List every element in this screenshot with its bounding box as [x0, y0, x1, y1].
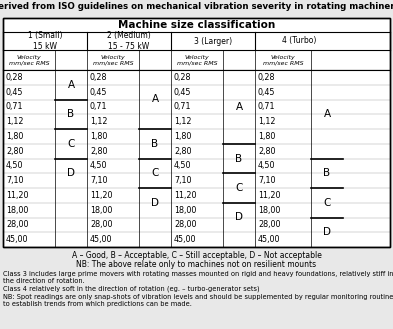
Text: 18,00: 18,00 [258, 206, 280, 215]
Text: NB: Spot readings are only snap-shots of vibration levels and should be suppleme: NB: Spot readings are only snap-shots of… [3, 294, 393, 307]
Text: D: D [323, 227, 331, 237]
Text: 45,00: 45,00 [90, 235, 112, 244]
Text: A: A [68, 80, 75, 90]
Text: 3 (Larger): 3 (Larger) [194, 37, 232, 45]
Text: 0,45: 0,45 [6, 88, 24, 97]
Text: C: C [151, 168, 159, 178]
Text: 0,71: 0,71 [6, 102, 24, 112]
Text: 4,50: 4,50 [90, 162, 108, 170]
Text: 0,45: 0,45 [174, 88, 191, 97]
Text: B: B [235, 154, 242, 164]
Text: 2,80: 2,80 [174, 147, 191, 156]
Text: D: D [235, 213, 243, 222]
Text: C: C [67, 139, 75, 149]
Text: 11,20: 11,20 [6, 191, 29, 200]
Text: 4,50: 4,50 [258, 162, 275, 170]
Text: B: B [323, 168, 331, 178]
Text: C: C [323, 198, 331, 208]
Text: 2 (Medium)
15 - 75 kW: 2 (Medium) 15 - 75 kW [107, 31, 151, 51]
Text: D: D [67, 168, 75, 178]
Text: A: A [323, 109, 331, 119]
Text: 7,10: 7,10 [258, 176, 275, 185]
Text: 0,28: 0,28 [6, 73, 24, 82]
Text: 28,00: 28,00 [174, 220, 196, 229]
Text: 4,50: 4,50 [6, 162, 24, 170]
Text: A: A [235, 102, 242, 112]
Text: NB: The above relate only to machines not on resilient mounts: NB: The above relate only to machines no… [76, 260, 317, 269]
Text: 45,00: 45,00 [6, 235, 29, 244]
Text: Velocity
mm/sec RMS: Velocity mm/sec RMS [93, 55, 133, 65]
Text: 28,00: 28,00 [6, 220, 29, 229]
Text: Velocity
mm/sec RMS: Velocity mm/sec RMS [263, 55, 303, 65]
Text: 1,12: 1,12 [6, 117, 24, 126]
Text: 0,71: 0,71 [258, 102, 275, 112]
Text: 2,80: 2,80 [6, 147, 24, 156]
Text: 4,50: 4,50 [174, 162, 191, 170]
Text: D: D [151, 198, 159, 208]
Text: Class 3 includes large prime movers with rotating masses mounted on rigid and he: Class 3 includes large prime movers with… [3, 271, 393, 291]
Text: 0,71: 0,71 [174, 102, 191, 112]
Text: 1,80: 1,80 [6, 132, 23, 141]
Text: 1,12: 1,12 [258, 117, 275, 126]
Text: 1,80: 1,80 [174, 132, 191, 141]
Text: 0,45: 0,45 [258, 88, 275, 97]
Text: 1,80: 1,80 [258, 132, 275, 141]
Text: B: B [68, 109, 75, 119]
Text: 18,00: 18,00 [174, 206, 196, 215]
Text: B: B [151, 139, 158, 149]
Text: 1 (Small)
15 kW: 1 (Small) 15 kW [28, 31, 62, 51]
Text: 2,80: 2,80 [90, 147, 108, 156]
Text: 7,10: 7,10 [6, 176, 24, 185]
Text: 2,80: 2,80 [258, 147, 275, 156]
Text: Derived from ISO guidelines on mechanical vibration severity in rotating machine: Derived from ISO guidelines on mechanica… [0, 2, 393, 11]
Text: A: A [151, 94, 158, 105]
Text: 11,20: 11,20 [90, 191, 112, 200]
Text: 0,45: 0,45 [90, 88, 108, 97]
Text: 1,80: 1,80 [90, 132, 107, 141]
Text: 0,28: 0,28 [174, 73, 191, 82]
Text: 1,12: 1,12 [174, 117, 191, 126]
Text: 28,00: 28,00 [258, 220, 281, 229]
Text: 11,20: 11,20 [258, 191, 281, 200]
Text: 11,20: 11,20 [174, 191, 196, 200]
Text: 0,71: 0,71 [90, 102, 108, 112]
Text: 28,00: 28,00 [90, 220, 112, 229]
Text: 7,10: 7,10 [174, 176, 191, 185]
Text: Machine size classification: Machine size classification [118, 20, 275, 30]
Text: C: C [235, 183, 243, 193]
FancyBboxPatch shape [3, 18, 390, 247]
Text: Velocity
mm/sec RMS: Velocity mm/sec RMS [9, 55, 49, 65]
Text: 45,00: 45,00 [174, 235, 196, 244]
Text: 4 (Turbo): 4 (Turbo) [282, 37, 316, 45]
Text: A – Good, B – Acceptable, C – Still acceptable, D – Not acceptable: A – Good, B – Acceptable, C – Still acce… [72, 251, 321, 260]
Text: 18,00: 18,00 [6, 206, 28, 215]
Text: 7,10: 7,10 [90, 176, 108, 185]
Text: 0,28: 0,28 [258, 73, 275, 82]
Text: 45,00: 45,00 [258, 235, 281, 244]
Text: Velocity
mm/sec RMS: Velocity mm/sec RMS [177, 55, 217, 65]
Text: 18,00: 18,00 [90, 206, 112, 215]
Text: 0,28: 0,28 [90, 73, 108, 82]
Text: 1,12: 1,12 [90, 117, 108, 126]
